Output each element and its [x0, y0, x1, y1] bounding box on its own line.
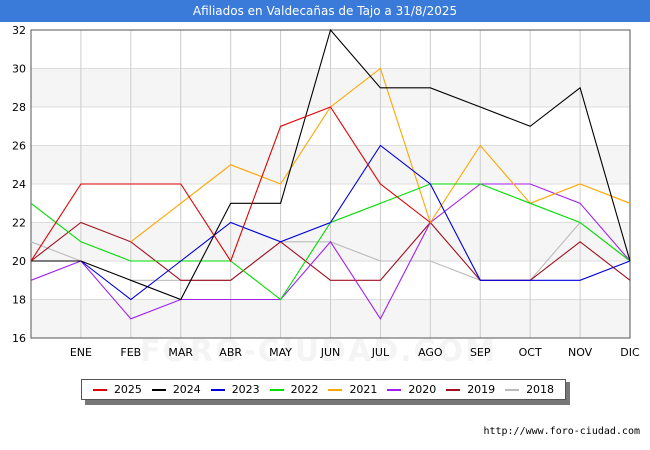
x-tick-label: JUN: [320, 346, 341, 359]
y-tick-label: 16: [12, 332, 26, 345]
footer-url: http://www.foro-ciudad.com: [483, 426, 640, 437]
x-tick-label: JUL: [371, 346, 390, 359]
title-bar: [0, 0, 650, 22]
legend-swatch: [328, 388, 343, 391]
legend-swatch: [151, 388, 166, 391]
legend-swatch: [210, 388, 225, 391]
legend-label: 2018: [526, 383, 555, 396]
legend-item-2020: 2020: [387, 383, 436, 396]
y-tick-label: 24: [12, 178, 26, 191]
legend-swatch: [269, 388, 284, 391]
legend-swatch: [92, 388, 107, 391]
y-tick-label: 28: [12, 101, 26, 114]
legend: 2025 2024 2023 2022 2021 2020 2019 2018: [81, 379, 566, 400]
watermark: FORO-CIUDAD.COM: [140, 334, 497, 369]
legend-item-2018: 2018: [505, 383, 554, 396]
x-tick-label: ENE: [70, 346, 92, 359]
legend-item-2025: 2025: [92, 383, 142, 396]
legend-item-2021: 2021: [328, 383, 377, 396]
x-tick-label: DIC: [620, 346, 640, 359]
series-line-2023: [31, 144, 631, 301]
legend-label: 2021: [349, 383, 378, 396]
x-tick-label: ABR: [219, 346, 242, 359]
legend-swatch: [387, 388, 402, 391]
legend-swatch: [446, 388, 461, 391]
legend-label: 2025: [113, 383, 142, 396]
y-tick-label: 26: [12, 140, 26, 153]
series-line-2020: [30, 183, 631, 320]
x-tick-label: MAY: [269, 346, 292, 359]
series-line-2024: [31, 28, 631, 301]
chart-title: Afiliados en Valdecañas de Tajo a 31/8/2…: [192, 4, 458, 18]
legend-item-2023: 2023: [210, 383, 260, 396]
x-tick-label: OCT: [519, 346, 542, 359]
y-tick-label: 20: [12, 255, 26, 268]
y-tick-label: 32: [12, 24, 26, 37]
x-tick-label: SEP: [470, 346, 491, 359]
y-tick-label: 22: [12, 217, 26, 230]
legend-swatch: [505, 388, 520, 391]
x-tick-label: AGO: [418, 346, 443, 359]
legend-item-2019: 2019: [446, 383, 495, 396]
legend-label: 2022: [290, 383, 319, 396]
legend-item-2022: 2022: [269, 383, 319, 396]
x-tick-label: FEB: [120, 346, 141, 359]
y-tick-label: 18: [12, 294, 26, 307]
series-line-2021: [130, 67, 631, 243]
x-tick-label: NOV: [568, 346, 593, 359]
legend-label: 2023: [231, 383, 260, 396]
x-tick-label: MAR: [168, 346, 193, 359]
series-line-2025: [30, 106, 431, 263]
legend-item-2024: 2024: [151, 383, 201, 396]
legend-label: 2024: [172, 383, 201, 396]
y-tick-label: 30: [12, 63, 26, 76]
legend-label: 2020: [408, 383, 437, 396]
legend-label: 2019: [467, 383, 496, 396]
